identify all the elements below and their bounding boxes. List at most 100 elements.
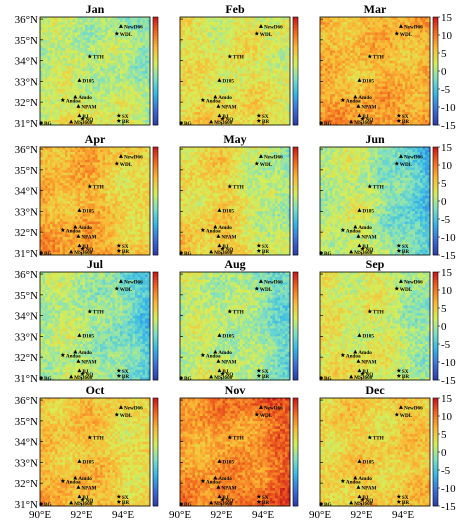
heat-cell [238, 45, 241, 48]
heat-cell [43, 48, 46, 51]
heat-cell [195, 81, 198, 84]
heat-cell [350, 112, 353, 115]
heat-cell [75, 110, 78, 113]
heat-cell [140, 71, 143, 74]
heat-cell [183, 112, 186, 115]
heat-cell [343, 104, 346, 107]
heat-cell [125, 89, 128, 92]
heat-cell [108, 110, 111, 113]
heat-cell [40, 86, 43, 89]
heat-cell [250, 76, 253, 79]
heat-cell [183, 76, 186, 79]
heat-cell [333, 89, 336, 92]
heat-cell [85, 32, 88, 35]
heat-cell [268, 61, 271, 64]
heat-cell [278, 97, 281, 100]
heat-cell [320, 115, 323, 118]
heat-cell [355, 56, 358, 59]
heat-cell [378, 102, 381, 105]
heat-cell [68, 40, 71, 43]
heat-cell [263, 48, 266, 51]
heat-cell [253, 115, 256, 118]
heat-cell [50, 30, 53, 33]
heat-cell [180, 35, 183, 38]
heat-cell [200, 102, 203, 105]
heat-cell [255, 27, 258, 30]
heat-cell [208, 20, 211, 23]
heat-cell [338, 86, 341, 89]
heat-cell [63, 115, 66, 118]
heat-cell [50, 58, 53, 61]
heat-cell [60, 63, 63, 66]
heat-cell [145, 20, 148, 23]
heat-cell [198, 20, 201, 23]
heat-cell [353, 50, 356, 53]
heat-cell [350, 84, 353, 87]
heat-cell [110, 115, 113, 118]
heat-cell [93, 94, 96, 97]
heat-cell [340, 35, 343, 38]
heat-cell [330, 112, 333, 115]
colorbar-segment [293, 60, 298, 63]
heat-cell [328, 20, 331, 23]
heat-cell [328, 50, 331, 53]
heat-cell [48, 27, 51, 30]
heat-cell [285, 117, 288, 120]
heat-cell [238, 76, 241, 79]
heat-cell [185, 20, 188, 23]
colorbar-segment [293, 55, 298, 58]
heat-cell [258, 104, 261, 107]
heat-cell [58, 112, 61, 115]
heat-cell [383, 79, 386, 82]
heat-cell [238, 22, 241, 25]
heat-cell [140, 56, 143, 59]
heat-cell [273, 74, 276, 77]
heat-cell [110, 53, 113, 56]
heat-cell [235, 38, 238, 41]
heat-cell [65, 58, 68, 61]
heat-cell [98, 81, 101, 84]
heat-cell [375, 97, 378, 100]
heat-cell [265, 76, 268, 79]
heat-cell [340, 79, 343, 82]
heat-cell [73, 104, 76, 107]
heat-cell [383, 63, 386, 66]
heat-cell [355, 66, 358, 69]
heat-cell [245, 107, 248, 110]
heat-cell [378, 104, 381, 107]
heat-cell [335, 61, 338, 64]
heat-cell [73, 76, 76, 79]
heat-cell [228, 30, 231, 33]
heat-cell [80, 40, 83, 43]
heat-cell [143, 76, 146, 79]
heat-cell [248, 74, 251, 77]
heat-cell [245, 50, 248, 53]
heat-cell [70, 81, 73, 84]
heat-cell [68, 25, 71, 28]
heat-cell [323, 71, 326, 74]
heat-cell [65, 30, 68, 33]
heat-cell [145, 22, 148, 25]
heat-cell [250, 79, 253, 82]
heat-cell [363, 45, 366, 48]
heat-cell [258, 22, 261, 25]
heat-cell [108, 74, 111, 77]
heat-cell [188, 32, 191, 35]
heat-cell [128, 74, 131, 77]
heat-cell [190, 53, 193, 56]
heat-cell [203, 17, 206, 20]
colorbar-segment [293, 41, 298, 44]
heat-cell [325, 56, 328, 59]
heat-cell [68, 94, 71, 97]
heat-cell [195, 20, 198, 23]
heat-cell [370, 32, 373, 35]
heat-cell [133, 84, 136, 87]
heat-cell [245, 104, 248, 107]
heat-cell [143, 27, 146, 30]
heat-cell [385, 63, 388, 66]
heat-cell [278, 48, 281, 51]
heat-cell [58, 30, 61, 33]
heat-cell [130, 20, 133, 23]
heat-cell [68, 104, 71, 107]
heat-cell [40, 107, 43, 110]
